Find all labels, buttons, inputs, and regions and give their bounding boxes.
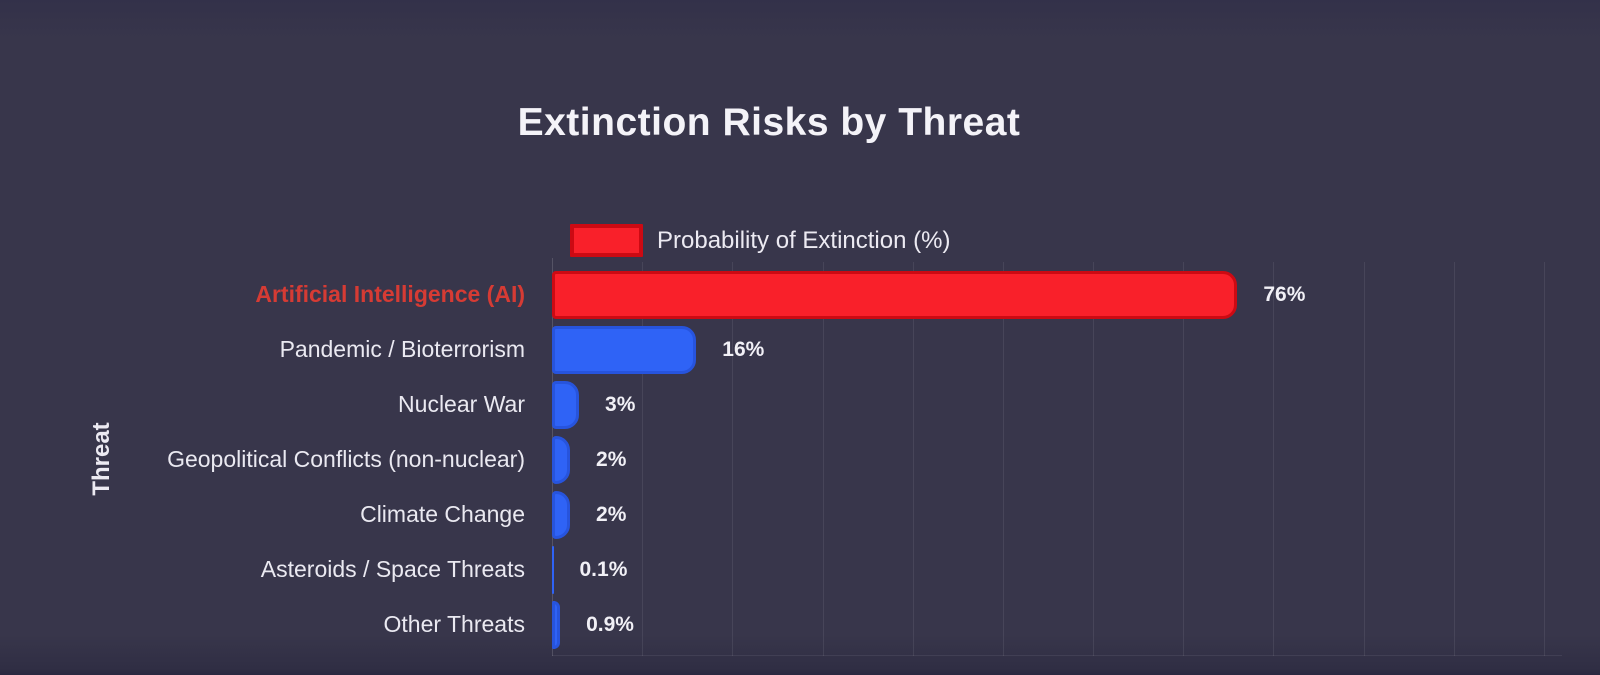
category-label: Artificial Intelligence (AI) xyxy=(255,281,525,307)
bar-track: 16% xyxy=(552,322,1600,377)
legend-label: Probability of Extinction (%) xyxy=(657,226,951,254)
category-label: Climate Change xyxy=(360,501,525,527)
bar[interactable] xyxy=(552,490,571,539)
bar[interactable] xyxy=(552,435,571,484)
bar-track: 2% xyxy=(552,432,1600,487)
gridline xyxy=(1543,262,1545,656)
gridline xyxy=(1093,262,1095,656)
gridline xyxy=(822,262,824,656)
value-label: 2% xyxy=(596,447,627,471)
legend-swatch xyxy=(570,224,643,257)
category-label: Pandemic / Bioterrorism xyxy=(279,336,525,362)
bar[interactable] xyxy=(552,270,1238,319)
bar-rows: Artificial Intelligence (AI) 76% Pandemic … xyxy=(0,267,1600,652)
bar-row: Pandemic / Bioterrorism 16% xyxy=(0,322,1600,377)
bar-track: 0.9% xyxy=(552,597,1600,652)
value-label: 0.9% xyxy=(586,612,634,636)
bar-row: Climate Change 2% xyxy=(0,487,1600,542)
value-label: 76% xyxy=(1263,282,1306,306)
x-axis-line xyxy=(552,655,1562,656)
bar-track: 76% xyxy=(552,267,1600,322)
chart-title: Extinction Risks by Threat xyxy=(517,101,1021,144)
bar[interactable] xyxy=(552,545,554,594)
category-label: Geopolitical Conflicts (non-nuclear) xyxy=(167,446,525,472)
gridline xyxy=(912,262,914,656)
bar-row: Other Threats 0.9% xyxy=(0,597,1600,652)
category-label: Nuclear War xyxy=(398,391,525,417)
legend-item[interactable]: Probability of Extinction (%) xyxy=(570,224,950,257)
gridline xyxy=(732,262,734,656)
bar[interactable] xyxy=(552,325,697,374)
gridline xyxy=(1183,262,1185,656)
bar-row: Nuclear War 3% xyxy=(0,377,1600,432)
bar[interactable] xyxy=(552,600,561,649)
bar-row: Asteroids / Space Threats 0.1% xyxy=(0,542,1600,597)
gridline xyxy=(642,262,644,656)
bar-track: 2% xyxy=(552,487,1600,542)
category-label: Other Threats xyxy=(383,611,525,637)
bar-track: 0.1% xyxy=(552,542,1600,597)
grid-layer xyxy=(552,258,1562,656)
bar-row: Geopolitical Conflicts (non-nuclear) 2% xyxy=(0,432,1600,487)
bar[interactable] xyxy=(552,380,580,429)
value-label: 3% xyxy=(605,392,636,416)
category-label: Asteroids / Space Threats xyxy=(260,556,525,582)
bar-track: 3% xyxy=(552,377,1600,432)
gridline xyxy=(1453,262,1455,656)
gridline xyxy=(1273,262,1275,656)
gridline xyxy=(1363,262,1365,656)
value-label: 0.1% xyxy=(579,557,628,581)
value-label: 2% xyxy=(596,502,627,526)
bar-row: Artificial Intelligence (AI) 76% xyxy=(0,267,1600,322)
value-label: 16% xyxy=(722,337,765,361)
gridline xyxy=(1002,262,1004,656)
